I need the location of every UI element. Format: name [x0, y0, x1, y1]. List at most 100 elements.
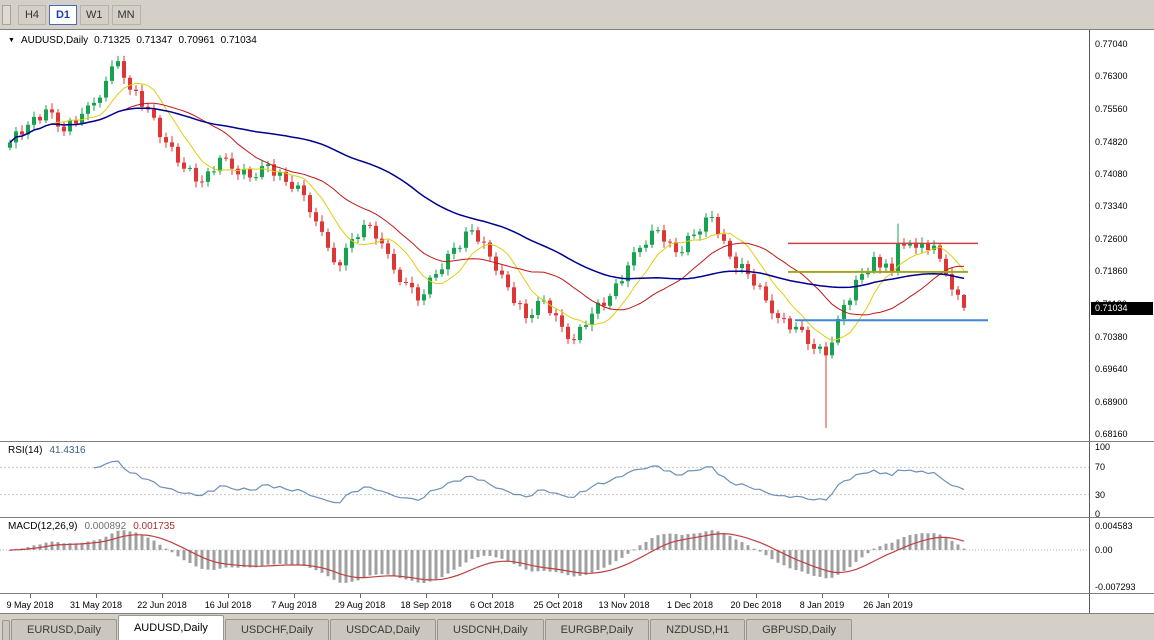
- candlestick-chart: [8, 55, 988, 428]
- close-value: 0.71034: [220, 35, 257, 46]
- rsi-line: [93, 460, 965, 504]
- high-value: 0.71347: [136, 35, 173, 46]
- open-value: 0.71325: [94, 35, 131, 46]
- date-label: 22 Jun 2018: [137, 600, 187, 610]
- main-chart-canvas[interactable]: ▼ AUDUSD,Daily 0.71325 0.71347 0.70961 0…: [0, 30, 1090, 441]
- date-label: 29 Aug 2018: [334, 600, 386, 610]
- price-axis-label: 0.76300: [1095, 71, 1128, 81]
- macd-canvas[interactable]: MACD(12,26,9) 0.000892 0.001735: [0, 518, 1090, 593]
- price-axis[interactable]: 0.71034 0.77040 0.76300 0.75560 0.74820 0.74…: [1090, 30, 1154, 441]
- date-label: 16 Jul 2018: [204, 600, 252, 610]
- rsi-value: 41.4316: [49, 445, 86, 456]
- chart-tab-usdcad[interactable]: USDCAD,Daily: [330, 619, 437, 640]
- date-tick: [228, 594, 229, 598]
- date-label: 6 Oct 2018: [469, 600, 515, 610]
- rsi-header: RSI(14) 41.4316: [8, 445, 86, 456]
- macd-signal-line: [9, 533, 965, 581]
- time-axis-row: 9 May 2018 31 May 2018 22 Jun 2018 16 Jul 2…: [0, 593, 1154, 613]
- chart-tab-eurusd[interactable]: EURUSD,Daily: [11, 619, 117, 640]
- candles: [8, 55, 966, 428]
- chart-tab-gbpusd[interactable]: GBPUSD,Daily: [746, 619, 853, 640]
- date-tick: [822, 594, 823, 598]
- ma-mid-red[interactable]: [9, 102, 965, 316]
- date-label: 31 May 2018: [69, 600, 123, 610]
- main-chart-row: ▼ AUDUSD,Daily 0.71325 0.71347 0.70961 0…: [0, 30, 1154, 441]
- chart-dropdown-icon: ▼: [8, 36, 15, 44]
- timeframe-button-group: H4 D1 W1 MN: [18, 4, 141, 25]
- price-axis-label: 0.77040: [1095, 39, 1128, 49]
- rsi-canvas[interactable]: RSI(14) 41.4316: [0, 442, 1090, 517]
- ma-slow-navy[interactable]: [9, 107, 965, 289]
- price-axis-label: 0.74080: [1095, 169, 1128, 179]
- price-axis-label: 0.72600: [1095, 234, 1128, 244]
- price-axis-label: 0.69640: [1095, 364, 1128, 374]
- date-tick: [426, 594, 427, 598]
- timeframe-button-w1[interactable]: W1: [80, 4, 109, 25]
- date-label: 8 Jan 2019: [799, 600, 845, 610]
- chart-tab-eurgbp[interactable]: EURGBP,Daily: [544, 619, 650, 640]
- rsi-axis-label: 30: [1095, 490, 1106, 500]
- macd-axis-label: 0.004583: [1095, 521, 1133, 531]
- price-axis-label: 0.75560: [1095, 104, 1128, 114]
- price-axis-label: 0.71860: [1095, 266, 1128, 276]
- price-axis-label: 0.68160: [1095, 429, 1128, 439]
- chart-tab-audusd[interactable]: AUDUSD,Daily: [117, 615, 224, 640]
- chart-tab-usdchf[interactable]: USDCHF,Daily: [224, 619, 330, 640]
- chart-ohlc-header: ▼ AUDUSD,Daily 0.71325 0.71347 0.70961 0…: [8, 35, 257, 46]
- tab-overflow-fragment[interactable]: [2, 620, 10, 640]
- current-price-badge: 0.71034: [1091, 302, 1153, 315]
- date-label: 9 May 2018: [6, 600, 54, 610]
- chart-tab-usdcnh[interactable]: USDCNH,Daily: [437, 619, 544, 640]
- macd-main-value: 0.000892: [84, 521, 127, 532]
- price-axis-label: 0.70380: [1095, 332, 1128, 342]
- macd-axis-label: -0.007293: [1095, 582, 1136, 592]
- date-label: 13 Nov 2018: [598, 600, 650, 610]
- toolbar-overflow-fragment[interactable]: [2, 4, 11, 25]
- timeframe-button-mn[interactable]: MN: [111, 4, 141, 25]
- date-label: 25 Oct 2018: [533, 600, 583, 610]
- date-tick: [756, 594, 757, 598]
- rsi-axis: 100 70 30 0: [1090, 442, 1154, 517]
- price-axis-label: 0.68900: [1095, 397, 1128, 407]
- date-label: 26 Jan 2019: [863, 600, 913, 610]
- ma-fast-yellow[interactable]: [9, 82, 965, 342]
- rsi-axis-label: 100: [1095, 442, 1111, 452]
- rsi-axis-label: 0: [1095, 509, 1101, 517]
- macd-axis-label: 0.00: [1095, 545, 1113, 555]
- macd-axis: 0.004583 0.00 -0.007293: [1090, 518, 1154, 593]
- symbol-label: AUDUSD,Daily: [20, 35, 89, 46]
- date-tick: [96, 594, 97, 598]
- price-axis-label: 0.74820: [1095, 137, 1128, 147]
- date-label: 18 Sep 2018: [400, 600, 452, 610]
- price-axis-label: 0.73340: [1095, 201, 1128, 211]
- timeframe-button-d1[interactable]: D1: [49, 4, 77, 25]
- low-value: 0.70961: [178, 35, 215, 46]
- date-tick: [624, 594, 625, 598]
- date-label: 1 Dec 2018: [666, 600, 714, 610]
- date-tick: [360, 594, 361, 598]
- timeframe-button-h4[interactable]: H4: [18, 4, 46, 25]
- macd-plot: [0, 530, 1089, 583]
- date-label: 7 Aug 2018: [271, 600, 317, 610]
- macd-header: MACD(12,26,9) 0.000892 0.001735: [8, 521, 175, 532]
- date-tick: [690, 594, 691, 598]
- macd-label: MACD(12,26,9): [8, 521, 78, 532]
- rsi-plot: [0, 460, 1089, 504]
- date-tick: [294, 594, 295, 598]
- macd-panel: MACD(12,26,9) 0.000892 0.001735 0.004583…: [0, 517, 1154, 593]
- chart-tab-bar: EURUSD,Daily AUDUSD,Daily USDCHF,Daily USDC…: [0, 613, 1154, 640]
- rsi-label: RSI(14): [8, 445, 43, 456]
- rsi-axis-label: 70: [1095, 462, 1106, 472]
- date-tick: [30, 594, 31, 598]
- macd-histogram: [8, 530, 966, 583]
- date-label: 20 Dec 2018: [730, 600, 782, 610]
- date-tick: [558, 594, 559, 598]
- macd-signal-value: 0.001735: [133, 521, 175, 532]
- time-axis[interactable]: 9 May 2018 31 May 2018 22 Jun 2018 16 Jul 2…: [0, 594, 1090, 613]
- date-tick: [888, 594, 889, 598]
- timeframe-toolbar: H4 D1 W1 MN: [0, 0, 1154, 30]
- date-tick: [162, 594, 163, 598]
- chart-tab-nzdusd[interactable]: NZDUSD,H1: [650, 619, 746, 640]
- axis-corner: [1090, 594, 1154, 613]
